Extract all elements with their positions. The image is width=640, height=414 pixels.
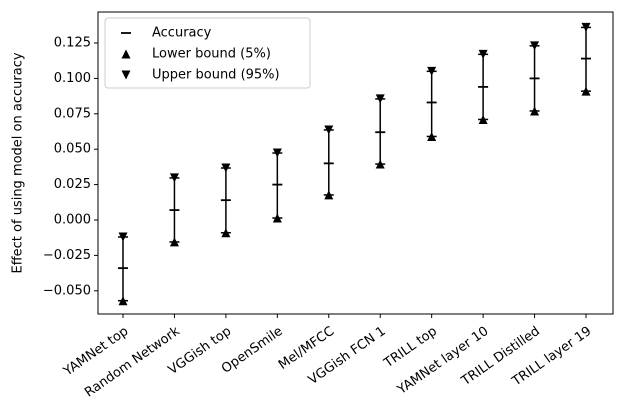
point [118, 232, 128, 242]
point [478, 114, 488, 124]
legend-label: Upper bound (95%) [152, 68, 280, 83]
y-tick-label: 0.025 [54, 177, 91, 192]
legend-marker [121, 70, 131, 80]
point [581, 86, 591, 96]
point [375, 159, 385, 169]
point [324, 190, 334, 200]
point [272, 213, 282, 223]
point [530, 106, 540, 116]
legend-marker [121, 49, 131, 59]
point [478, 49, 488, 59]
point [324, 125, 334, 135]
point [221, 163, 231, 173]
point [221, 228, 231, 238]
point [530, 41, 540, 51]
point [427, 131, 437, 141]
y-tick-label: 0.075 [54, 106, 91, 121]
point [169, 237, 179, 247]
y-tick-label: 0.100 [54, 71, 91, 86]
x-tick-label: YAMNet layer 10 [394, 324, 491, 398]
plot-frame [97, 11, 614, 315]
point [118, 296, 128, 306]
y-tick-label: −0.050 [43, 283, 91, 298]
point [272, 148, 282, 158]
legend-label: Accuracy [152, 26, 212, 41]
y-tick-label: 0.000 [54, 212, 91, 227]
y-tick-label: 0.050 [54, 142, 91, 157]
point [375, 94, 385, 104]
legend-box [104, 17, 311, 89]
point [427, 66, 437, 76]
legend-label: Lower bound (5%) [152, 47, 271, 62]
y-axis-label: Effect of using model on accuracy [11, 52, 26, 273]
point [581, 22, 591, 32]
x-tick-label: Random Network [82, 324, 183, 401]
y-tick-label: 0.125 [54, 36, 91, 51]
point [169, 173, 179, 183]
y-tick-label: −0.025 [43, 248, 91, 263]
